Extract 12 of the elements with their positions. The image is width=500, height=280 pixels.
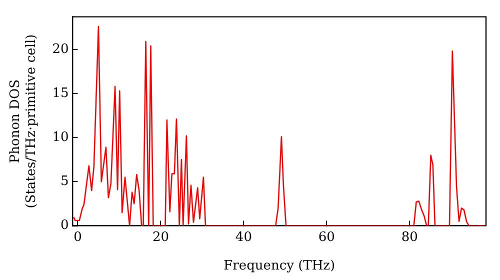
y-tick-label: 20 — [52, 42, 69, 57]
y-axis-title: Phonon DOS (States/THz·primitive cell) — [8, 34, 39, 208]
x-tick-label: 40 — [235, 230, 252, 245]
y-tick-label: 15 — [52, 86, 69, 101]
x-tick-label: 20 — [152, 230, 169, 245]
x-tick-label: 0 — [74, 230, 82, 245]
x-tick-label: 60 — [318, 230, 335, 245]
x-tick-label: 80 — [401, 230, 418, 245]
y-tick-label: 10 — [52, 130, 69, 145]
y-tick-label: 0 — [60, 218, 69, 234]
x-axis-title: Frequency (THz) — [224, 258, 336, 274]
y-tick-label: 5 — [60, 174, 69, 190]
